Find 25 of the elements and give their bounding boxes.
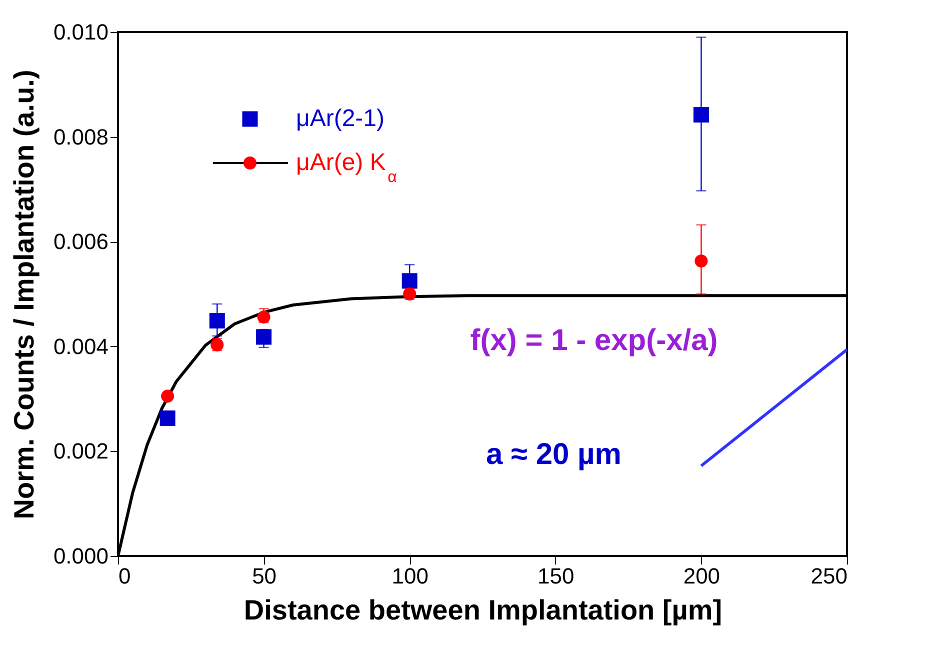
x-axis-title: Distance between Implantation [µm] (244, 594, 722, 626)
y-tick-label: 0.004 (53, 334, 108, 359)
point (160, 410, 176, 426)
x-tick-label: 200 (683, 564, 720, 588)
y-tick-label: 0.002 (53, 438, 108, 464)
y-tick-label: 0.008 (53, 124, 108, 150)
point (209, 312, 225, 328)
point (402, 273, 418, 289)
y-tick-label: 0.010 (53, 20, 108, 44)
point (693, 107, 709, 123)
y-axis-title: Norm. Counts / Implantation (a.u.) (8, 70, 40, 520)
point (257, 310, 270, 324)
point (161, 390, 174, 403)
x-tick-label: 150 (538, 564, 574, 588)
annotation: a ≈ 20 µm (486, 438, 622, 471)
x-tick-label: 0 (118, 564, 131, 588)
x-tick-label: 100 (392, 564, 428, 588)
legend-label: μAr(2-1) (296, 105, 384, 132)
point (694, 254, 708, 268)
x-tick-label: 250 (810, 564, 848, 588)
point (256, 329, 272, 345)
x-tick-label: 50 (252, 564, 277, 588)
y-tick-label: 0.000 (53, 544, 108, 568)
y-tick-label: 0.006 (53, 229, 108, 254)
annotation: f(x) = 1 - exp(-x/a) (470, 324, 718, 357)
